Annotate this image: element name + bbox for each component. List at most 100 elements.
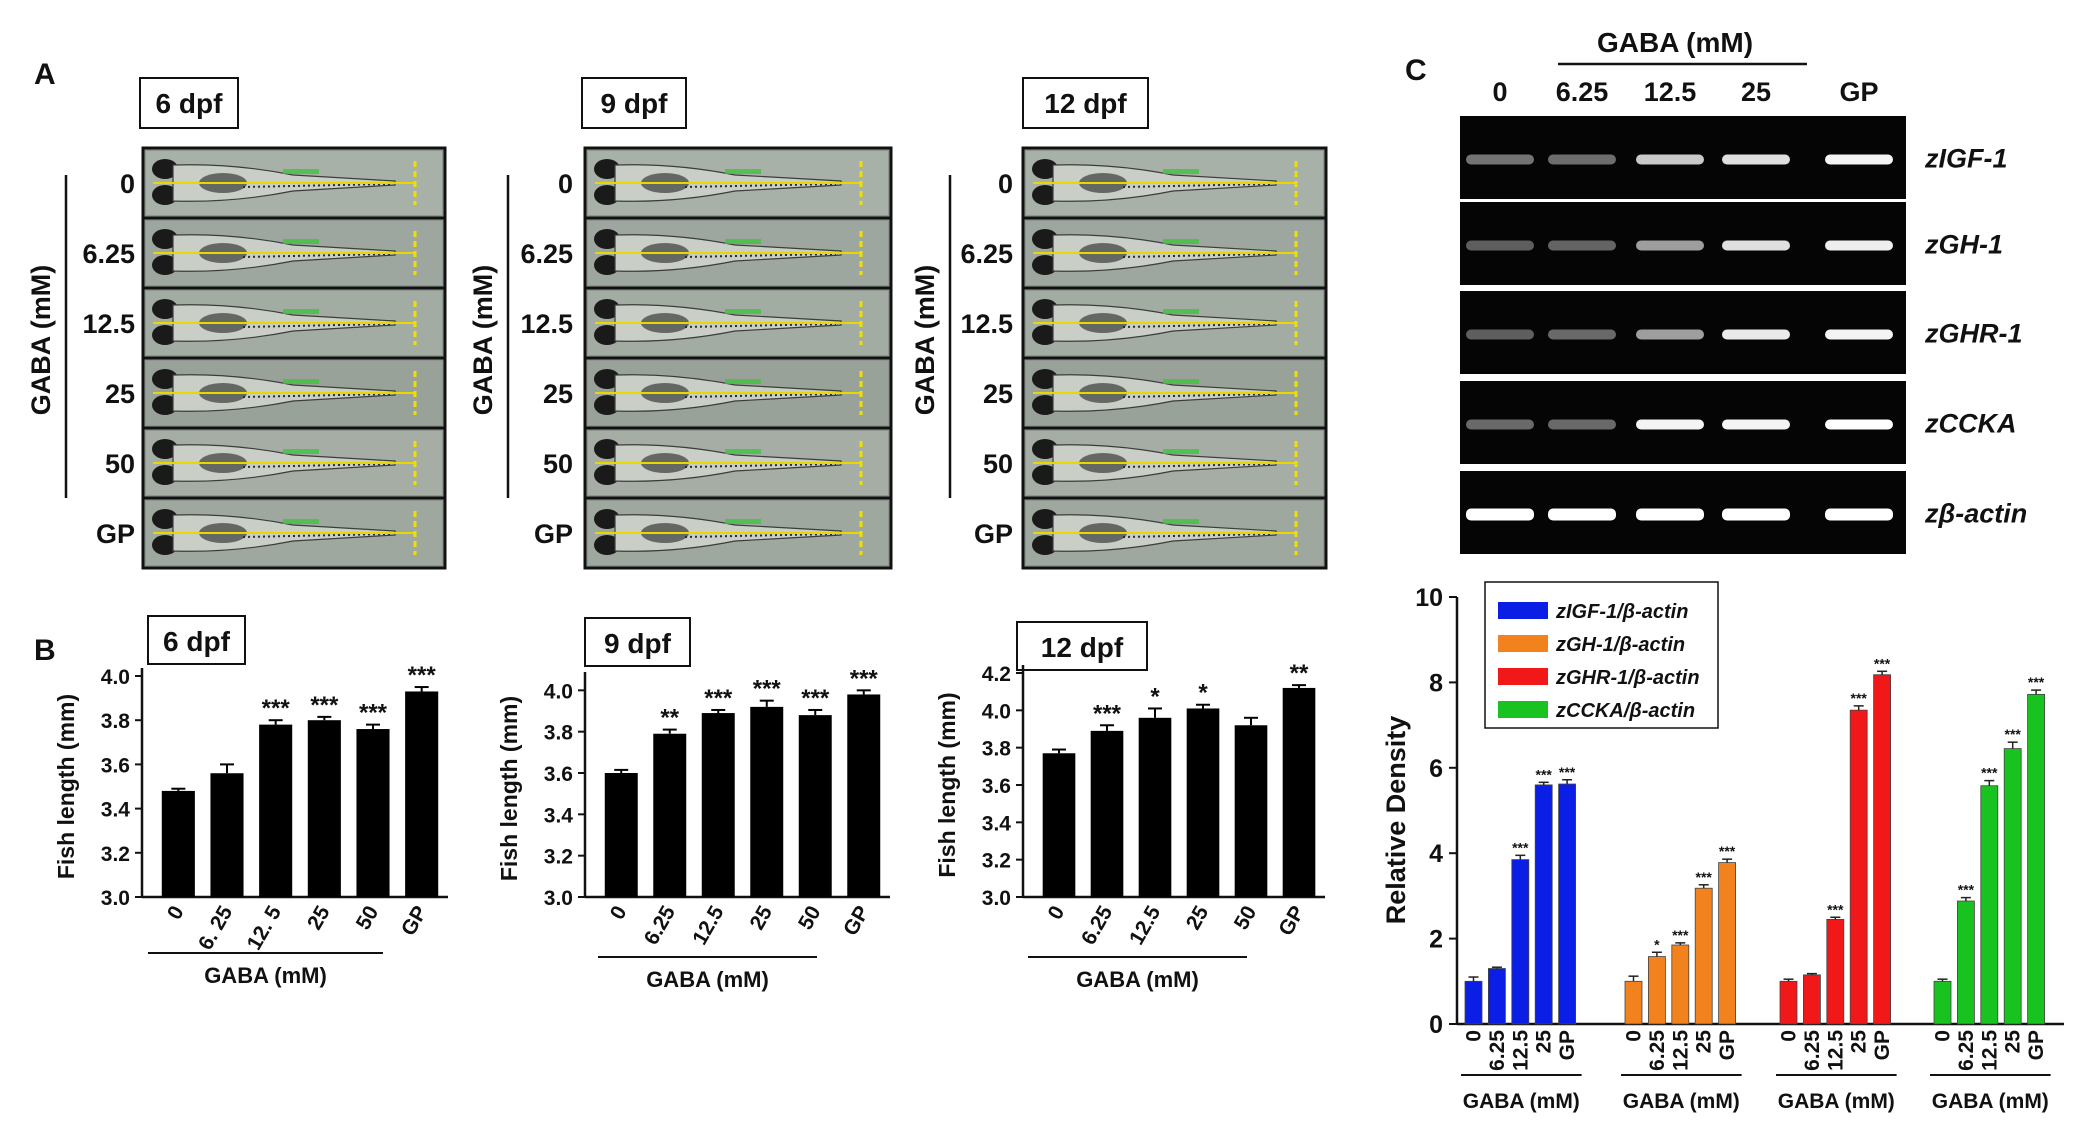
bar — [653, 733, 687, 897]
bar — [1671, 944, 1690, 1025]
bar — [1648, 956, 1666, 1025]
x-axis-label: GABA (mM) — [1463, 1090, 1580, 1113]
y-axis-label: Fish length (mm) — [934, 692, 960, 877]
gel-band — [1466, 508, 1534, 521]
x-tick-label: 12.5 — [1978, 1030, 2001, 1071]
bar — [1558, 783, 1576, 1025]
bar — [798, 715, 832, 897]
fish-eye — [1032, 439, 1058, 459]
gel-band — [1466, 154, 1534, 165]
panel-label-c: C — [1405, 54, 1427, 87]
x-tick-label: GP — [397, 902, 432, 940]
bar — [2027, 693, 2045, 1025]
gel-lane-label: 6.25 — [1556, 77, 1609, 107]
y-tick-label: 3.0 — [544, 887, 573, 910]
x-axis-label: GABA (mM) — [646, 967, 769, 992]
dpf-title-box — [581, 77, 687, 129]
significance-mark: *** — [1851, 690, 1868, 706]
gel-band — [1722, 419, 1790, 430]
x-tick-label: 0 — [1463, 1030, 1486, 1042]
fish-eye — [152, 255, 178, 275]
x-tick-label: 0 — [1932, 1030, 1955, 1042]
panel-label-b: B — [34, 634, 56, 667]
row-label: 0 — [998, 169, 1013, 199]
x-tick-label: 6.25 — [1955, 1030, 1978, 1071]
bar — [1090, 730, 1124, 897]
legend-swatch — [1498, 668, 1548, 685]
bar — [307, 720, 341, 897]
gel-band — [1466, 329, 1534, 340]
y-tick-label: 4.2 — [982, 663, 1011, 686]
x-axis-label: GABA (mM) — [1623, 1090, 1740, 1113]
measure-readout-mark — [283, 239, 319, 244]
gel-band — [1466, 419, 1534, 430]
bar — [1624, 980, 1643, 1025]
y-tick-label: 6 — [1429, 755, 1443, 783]
fish-eye — [152, 369, 178, 389]
gel-band — [1722, 329, 1790, 340]
significance-mark: *** — [1958, 882, 1975, 898]
fish-pigment — [684, 323, 837, 328]
y-tick-label: 4.0 — [101, 666, 130, 689]
gel-band — [1548, 154, 1616, 165]
x-tick-label: 6.25 — [1077, 902, 1118, 949]
gel-band — [1636, 419, 1704, 430]
bar — [1933, 980, 1952, 1025]
x-axis-label: GABA (mM) — [1932, 1090, 2049, 1113]
bar — [1234, 725, 1268, 897]
x-tick-label: 12.5 — [1509, 1030, 1532, 1071]
bar — [2003, 748, 2022, 1025]
y-tick-label: 3.4 — [544, 804, 574, 827]
x-tick-label: 6.25 — [1801, 1030, 1824, 1071]
dpf-title-box — [139, 77, 239, 129]
measure-readout-mark — [725, 239, 761, 244]
measure-readout-mark — [725, 519, 761, 524]
gel-band — [1825, 508, 1893, 521]
bar — [259, 724, 293, 897]
fish-eye — [1032, 509, 1058, 529]
bar — [1186, 708, 1220, 897]
fish-eye — [594, 465, 620, 485]
chart-title-box — [584, 617, 691, 667]
x-tick-label: 0 — [163, 902, 189, 924]
axis-label: GABA (mM) — [26, 265, 56, 415]
bar — [750, 706, 784, 897]
y-tick-label: 4 — [1429, 840, 1443, 868]
y-tick-label: 3.6 — [101, 754, 130, 777]
bar — [1779, 980, 1798, 1025]
measure-readout-mark — [725, 379, 761, 384]
dpf-title: 12 dpf — [1044, 88, 1127, 119]
gel-band — [1548, 329, 1616, 340]
row-label: 25 — [543, 379, 573, 409]
significance-mark: *** — [1874, 655, 1891, 671]
x-tick-label: 6.25 — [1646, 1030, 1669, 1071]
row-label: 6.25 — [960, 239, 1013, 269]
measure-readout-mark — [1163, 309, 1199, 314]
gel-band — [1722, 240, 1790, 251]
chart-title-box — [1016, 621, 1148, 671]
axis-label: GABA (mM) — [468, 265, 498, 415]
x-tick-label: 0 — [1044, 902, 1070, 924]
chart-6dpf-fish-length: 6 dpf 3.0 3.2 3.4 3.6 3.8 4.0 Fish length (mm) 0… — [53, 615, 448, 988]
gel-band — [1825, 329, 1893, 340]
bar — [1873, 674, 1891, 1025]
significance-mark: *** — [1672, 927, 1689, 943]
significance-mark: * — [1198, 680, 1208, 707]
x-tick-label: GP — [1556, 1030, 1579, 1060]
gel-top-label: GABA (mM) — [1597, 27, 1753, 58]
chart-12dpf-fish-length: 12 dpf 3.0 3.2 3.4 3.6 3.8 4.0 4.2 Fish length (… — [934, 621, 1325, 992]
bar — [1534, 784, 1553, 1025]
significance-mark: *** — [408, 662, 437, 689]
row-label: GP — [534, 519, 573, 549]
fish-eye — [152, 535, 178, 555]
x-tick-label: 25 — [1848, 1030, 1871, 1054]
gel-band — [1825, 419, 1893, 430]
x-tick-label: GP — [1871, 1030, 1894, 1060]
x-tick-label: 50 — [352, 902, 384, 934]
fish-eye — [152, 465, 178, 485]
bar — [356, 729, 390, 897]
fish-eye — [152, 159, 178, 179]
y-tick-label: 8 — [1429, 669, 1443, 697]
significance-mark: *** — [753, 676, 782, 703]
gene-label: zIGF-1 — [1924, 144, 2008, 174]
